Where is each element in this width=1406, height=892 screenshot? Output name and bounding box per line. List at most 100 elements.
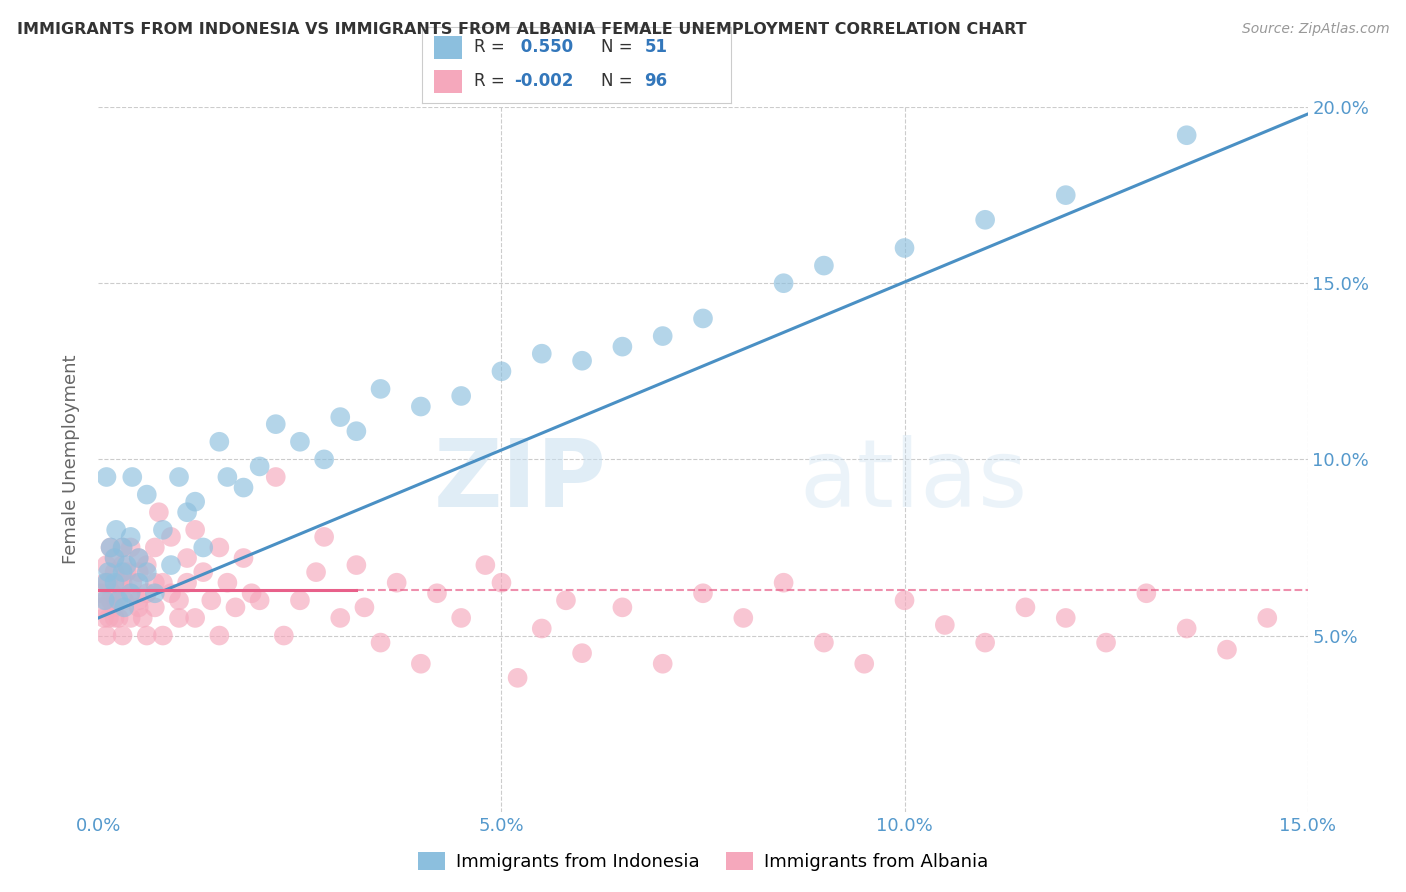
Point [506, 671, 529, 685]
Point [132, 611, 155, 625]
Point [491, 364, 513, 378]
Point [370, 635, 392, 649]
Point [217, 470, 239, 484]
Point [344, 424, 367, 438]
Text: N =: N = [602, 72, 633, 90]
Point [160, 586, 183, 600]
Point [111, 541, 134, 555]
Point [100, 541, 122, 555]
Point [97, 565, 120, 579]
Point [344, 558, 367, 573]
Point [208, 628, 231, 642]
Point [128, 593, 150, 607]
Text: 0.550: 0.550 [515, 38, 572, 56]
Point [530, 346, 553, 360]
Point [1095, 635, 1118, 649]
Point [121, 575, 143, 590]
Point [128, 551, 150, 566]
Point [115, 558, 138, 573]
Point [135, 586, 157, 600]
Point [934, 618, 956, 632]
Point [1256, 611, 1278, 625]
Point [143, 541, 166, 555]
Point [94, 575, 117, 590]
Point [200, 593, 222, 607]
Point [474, 558, 496, 573]
Text: -0.002: -0.002 [515, 72, 574, 90]
Point [167, 611, 190, 625]
Point [120, 530, 142, 544]
FancyBboxPatch shape [434, 36, 463, 59]
Point [733, 611, 755, 625]
Point [893, 593, 915, 607]
Point [97, 611, 120, 625]
Point [148, 505, 170, 519]
Point [813, 635, 835, 649]
Point [1175, 128, 1198, 143]
Point [426, 586, 449, 600]
Point [103, 611, 125, 625]
Point [167, 470, 190, 484]
FancyBboxPatch shape [434, 70, 463, 93]
Point [264, 470, 287, 484]
Point [692, 311, 714, 326]
Point [273, 628, 295, 642]
Point [329, 611, 352, 625]
Point [103, 600, 125, 615]
Point [120, 586, 142, 600]
Point [1175, 622, 1198, 636]
Point [105, 593, 128, 607]
Point [491, 575, 513, 590]
Point [249, 459, 271, 474]
Point [135, 487, 157, 501]
Point [1216, 642, 1239, 657]
Point [651, 657, 673, 671]
Point [135, 558, 157, 573]
Point [571, 646, 593, 660]
Point [103, 551, 125, 566]
Point [120, 541, 142, 555]
Point [94, 593, 117, 607]
Point [100, 541, 122, 555]
Point [651, 329, 673, 343]
Point [111, 541, 134, 555]
Point [160, 558, 183, 573]
Point [370, 382, 392, 396]
Text: R =: R = [474, 38, 505, 56]
Point [100, 593, 122, 607]
Text: R =: R = [474, 72, 505, 90]
Point [184, 494, 207, 508]
Point [176, 551, 198, 566]
Point [813, 259, 835, 273]
Point [184, 523, 207, 537]
Point [128, 575, 150, 590]
Point [555, 593, 578, 607]
Point [240, 586, 263, 600]
Point [571, 353, 593, 368]
Point [314, 452, 336, 467]
Point [135, 628, 157, 642]
Point [103, 565, 125, 579]
Point [96, 470, 118, 484]
Point [111, 558, 134, 573]
Point [1014, 600, 1036, 615]
Point [91, 600, 114, 615]
Point [111, 565, 134, 579]
Point [232, 481, 254, 495]
Point [184, 611, 207, 625]
Point [143, 600, 166, 615]
Point [612, 600, 634, 615]
Point [329, 410, 352, 425]
Point [974, 635, 997, 649]
Point [353, 600, 375, 615]
Point [232, 551, 254, 566]
Point [107, 593, 129, 607]
Point [135, 565, 157, 579]
Point [1054, 611, 1077, 625]
Point [103, 575, 125, 590]
Point [264, 417, 287, 431]
Point [314, 530, 336, 544]
Point [305, 565, 328, 579]
Point [853, 657, 876, 671]
Point [772, 276, 794, 290]
